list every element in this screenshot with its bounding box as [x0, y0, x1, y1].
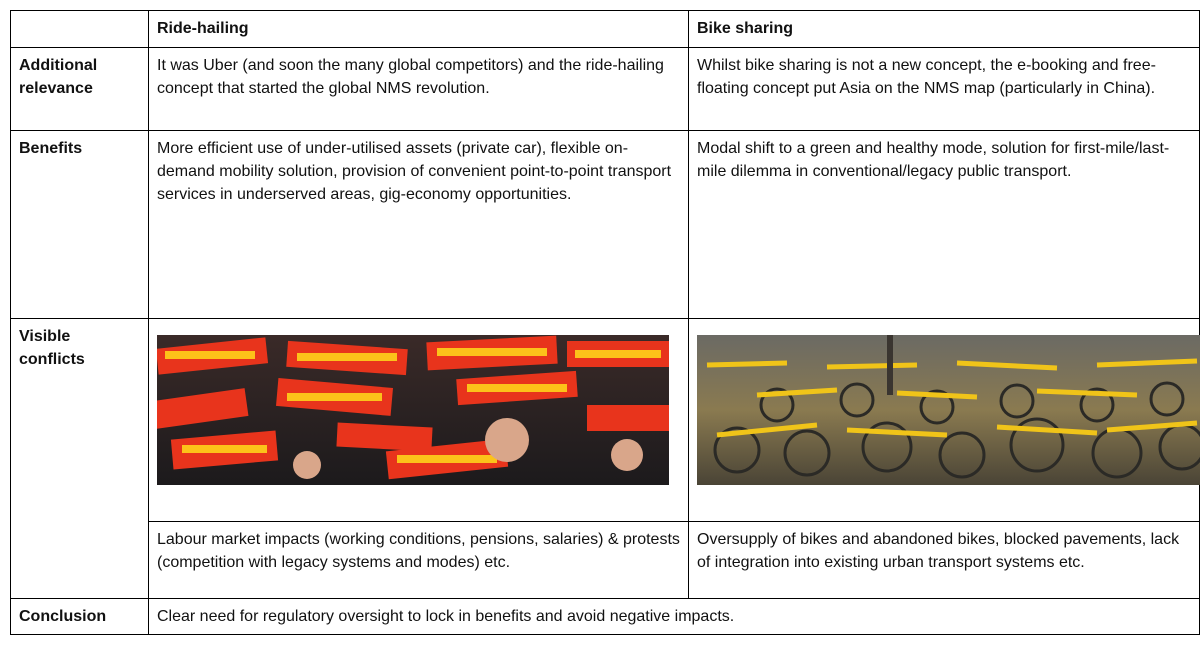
cell: Clear need for regulatory oversight to l…	[148, 598, 1200, 635]
row: Additional relevance It was Uber (and so…	[10, 47, 1200, 131]
column-header: Bike sharing	[688, 10, 1200, 48]
row-label: Conclusion	[10, 598, 149, 635]
row-label: Benefits	[10, 130, 149, 319]
row-label: Visible conflicts	[10, 318, 149, 599]
row: Labour market impacts (working condition…	[11, 521, 1200, 599]
row-label: Additional relevance	[10, 47, 149, 131]
cell: Oversupply of bikes and abandoned bikes,…	[688, 521, 1200, 599]
bikes-photo	[697, 335, 1200, 485]
row: Benefits More efficient use of under-uti…	[10, 130, 1200, 319]
row: Conclusion Clear need for regulatory ove…	[10, 598, 1200, 635]
cell: Modal shift to a green and healthy mode,…	[688, 130, 1200, 319]
comparison-table: Ride-hailing Bike sharing Additional rel…	[10, 10, 1200, 635]
corner-cell	[10, 10, 149, 48]
cell: It was Uber (and soon the many global co…	[148, 47, 689, 131]
protest-photo	[157, 335, 669, 485]
header-row: Ride-hailing Bike sharing	[10, 10, 1200, 48]
cell: Whilst bike sharing is not a new concept…	[688, 47, 1200, 131]
image-cell	[688, 318, 1200, 522]
row: Visible conflicts	[10, 318, 1200, 599]
cell: More efficient use of under-utilised ass…	[148, 130, 689, 319]
column-header: Ride-hailing	[148, 10, 689, 48]
image-cell	[148, 318, 689, 522]
cell: Labour market impacts (working condition…	[148, 521, 689, 599]
